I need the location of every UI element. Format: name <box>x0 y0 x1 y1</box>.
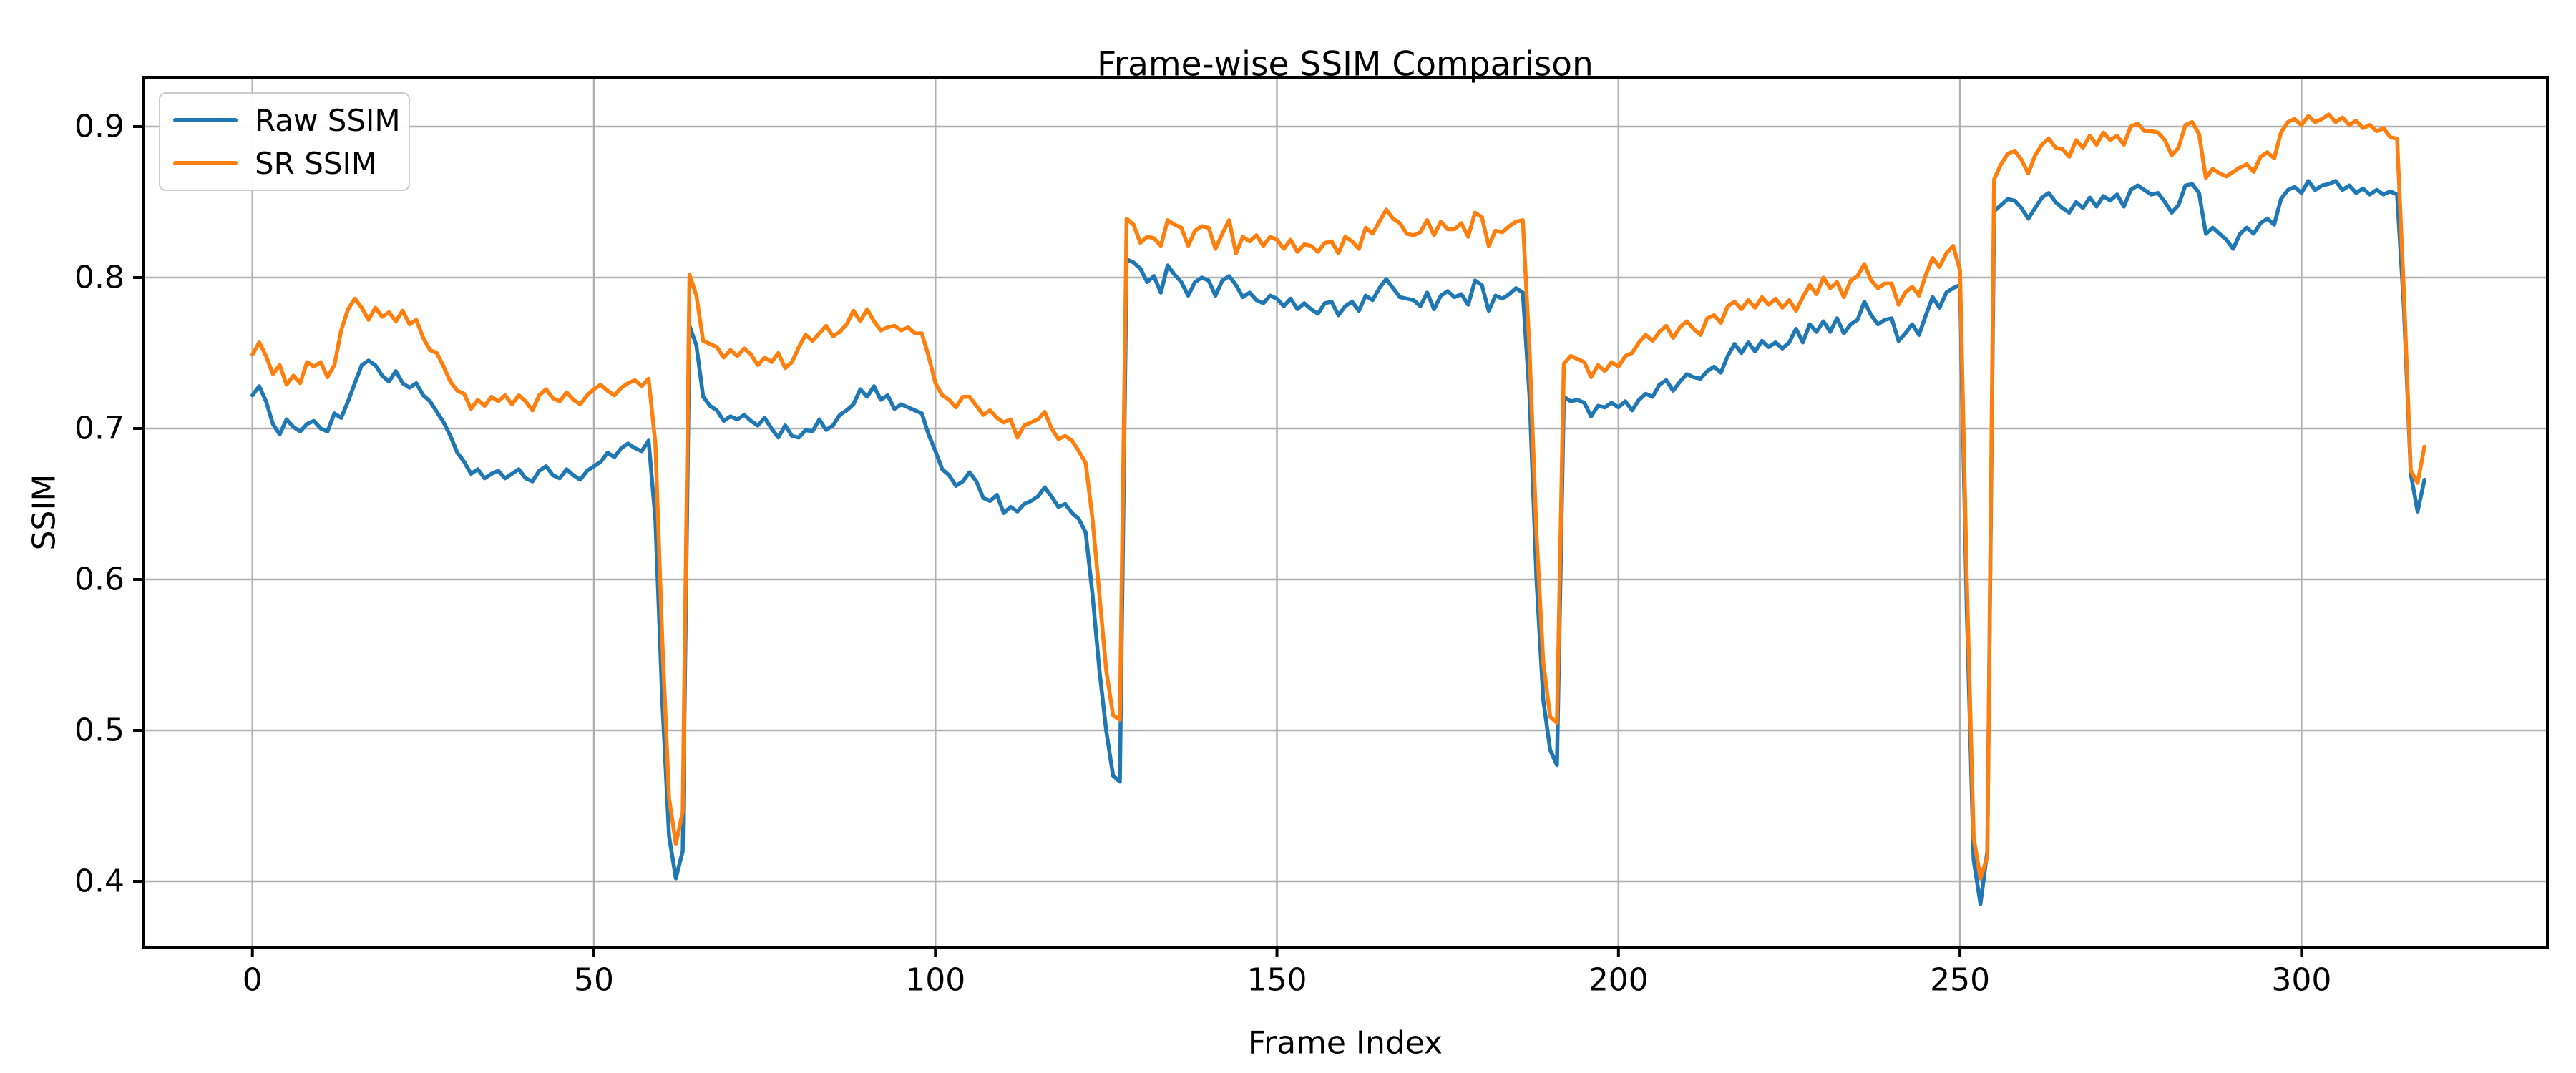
grid-layer <box>143 77 2547 947</box>
y-tick-label-0.5: 0.5 <box>74 712 125 749</box>
sr-ssim-line <box>250 112 2426 881</box>
axes-frame <box>142 76 2549 949</box>
chart-title: Frame-wise SSIM Comparison <box>1097 45 1594 84</box>
raw-ssim-legend-line-icon <box>173 118 238 122</box>
y-tick-label-0.6: 0.6 <box>74 562 125 598</box>
y-tick-label-0.7: 0.7 <box>74 410 125 446</box>
x-tick-label-250: 250 <box>1930 962 1990 999</box>
x-tick-label-100: 100 <box>905 962 965 999</box>
y-tick-label-0.9: 0.9 <box>74 108 125 144</box>
series-layer <box>250 112 2426 906</box>
sr-ssim-legend-line-icon <box>173 161 238 165</box>
x-axis-title: Frame Index <box>1248 1025 1443 1062</box>
x-tick-label-300: 300 <box>2271 962 2331 999</box>
raw-ssim-line <box>250 179 2426 906</box>
y-axis-title: SSIM <box>26 474 63 551</box>
x-tick-label-200: 200 <box>1589 962 1649 999</box>
legend-row-raw-ssim: Raw SSIM <box>173 99 401 141</box>
y-tick-label-0.8: 0.8 <box>74 259 125 295</box>
legend: Raw SSIM SR SSIM <box>159 92 410 191</box>
x-tick-label-150: 150 <box>1247 962 1307 999</box>
raw-ssim-legend-label: Raw SSIM <box>255 102 401 138</box>
y-tick-label-0.4: 0.4 <box>74 863 125 900</box>
axes-spines <box>142 76 2549 949</box>
legend-row-sr-ssim: SR SSIM <box>173 142 396 184</box>
x-tick-label-0: 0 <box>243 962 263 999</box>
tick-layer: 0 50 100 150 200 250 300 0.4 0.5 0.6 0.7 0.8 0.9 <box>74 108 2331 998</box>
sr-ssim-legend-label: SR SSIM <box>255 145 378 181</box>
x-tick-label-50: 50 <box>574 962 614 999</box>
